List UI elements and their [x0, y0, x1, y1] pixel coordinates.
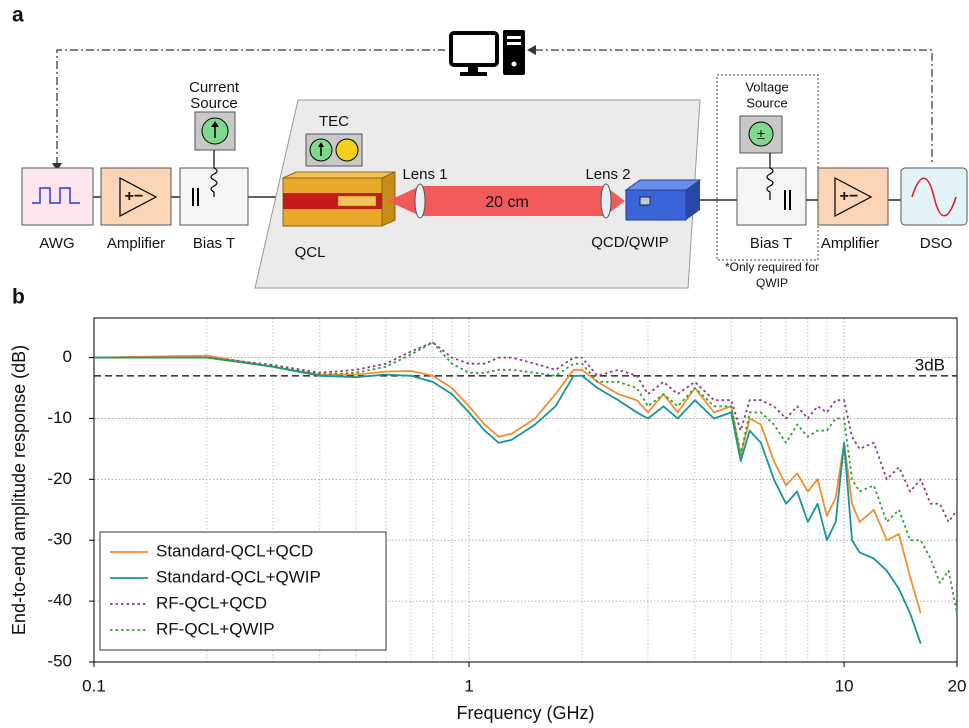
current-source-label: Source: [190, 95, 238, 112]
inductor: [210, 150, 218, 197]
lens-label: Lens 2: [585, 166, 630, 183]
dso-label: DSO: [920, 235, 953, 252]
y-axis-title: End-to-end amplitude response (dB): [9, 345, 29, 635]
legend-label: Standard-QCL+QWIP: [156, 567, 321, 586]
arrow-head: [52, 163, 62, 171]
amplifier-box: [100, 167, 172, 226]
plot-frame: [93, 317, 958, 663]
reference-label: 3dB: [915, 355, 945, 374]
panel-label: b: [12, 286, 25, 309]
voltage-symbol: ±: [757, 126, 765, 143]
bias-t-label: Bias T: [193, 235, 235, 252]
y-tick-label: -40: [47, 591, 72, 610]
current-source-label: Current: [189, 79, 240, 96]
distance-label: 20 cm: [485, 194, 529, 211]
amplifier-sign: +−: [125, 188, 144, 205]
qcl-label: QCL: [295, 244, 326, 261]
y-tick-label: 0: [63, 347, 72, 366]
x-tick-label: 20: [948, 676, 967, 695]
tec-label: TEC: [319, 113, 349, 130]
feedback-loop: [56, 49, 933, 165]
arrow-head: [527, 45, 536, 55]
series-line: [94, 341, 958, 614]
x-tick-label: 10: [835, 676, 854, 695]
note: QWIP: [756, 276, 788, 290]
bias-t-box: [736, 167, 807, 226]
detector-label: QCD/QWIP: [591, 234, 669, 251]
x-axis-title: Frequency (GHz): [456, 703, 594, 723]
voltage-source-label: Voltage: [745, 79, 788, 94]
lens: [600, 183, 612, 219]
amplifier-symbol: [119, 177, 158, 217]
note: *Only required for: [725, 260, 819, 274]
legend-label: Standard-QCL+QCD: [156, 541, 313, 560]
qcl-top: [282, 171, 396, 179]
bias-t-label: Bias T: [750, 235, 792, 252]
amplifier-label: Amplifier: [821, 235, 879, 252]
y-tick-label: -30: [47, 530, 72, 549]
voltage-source-label: Source: [746, 95, 787, 110]
series-line: [94, 356, 922, 644]
sine-wave: [911, 177, 957, 217]
lens: [414, 183, 426, 219]
y-tick-label: -50: [47, 651, 72, 670]
legend-label: RF-QCL+QWIP: [156, 619, 275, 638]
square-wave: [32, 187, 80, 204]
series-line: [94, 341, 958, 523]
inductor: [766, 153, 774, 200]
y-tick-label: -20: [47, 469, 72, 488]
detector: [625, 189, 687, 221]
computer-icon: [449, 30, 525, 76]
plot: 0.1 1 10 20 0 -10 -20 -30 -40 -50 3dB Standard-QCL+…: [9, 317, 967, 723]
amplifier-label: Amplifier: [107, 235, 165, 252]
tec-temperature: [335, 138, 359, 162]
awg-label: AWG: [39, 235, 74, 252]
amplifier-box: [817, 167, 889, 226]
y-tick-label: -10: [47, 408, 72, 427]
lens-label: Lens 1: [402, 166, 447, 183]
laser-beam: [388, 186, 625, 216]
voltage-source-symbol: [748, 121, 774, 147]
legend-label: RF-QCL+QCD: [156, 593, 267, 612]
svg-text:+−: +−: [840, 188, 859, 205]
x-tick-label: 1: [464, 676, 473, 695]
awg-box: [21, 167, 94, 226]
panel-label: a: [12, 4, 24, 27]
x-tick-label: 0.1: [82, 676, 106, 695]
